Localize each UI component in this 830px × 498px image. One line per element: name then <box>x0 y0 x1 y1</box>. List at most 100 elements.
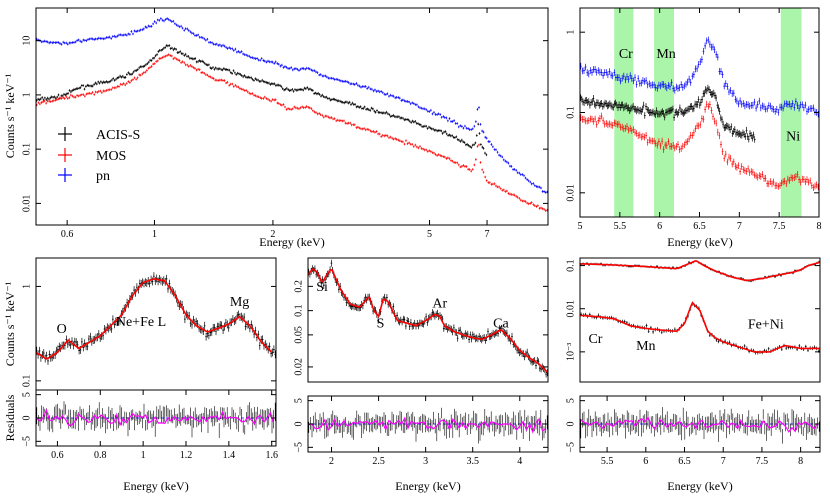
mid-resid-frame <box>307 395 549 453</box>
legend-item-pn: pn <box>58 168 110 184</box>
y-tick-label: 5 <box>21 392 32 397</box>
line-label-cr: Cr <box>588 332 602 347</box>
line-label-ca: Ca <box>493 316 509 331</box>
soft-fit-ylabel: Counts s⁻¹ keV⁻¹ <box>3 281 17 366</box>
x-tick-label: 8 <box>798 456 803 467</box>
broadband-xlabel: Energy (keV) <box>259 235 324 249</box>
x-tick-label: 1.2 <box>180 450 193 461</box>
y-tick-label: −5 <box>21 436 32 447</box>
residual-model <box>580 416 819 433</box>
soft-resid-ylabel: Residuals <box>3 394 17 441</box>
soft-band-fit-panel: O Ne+Fe L Mg 1 0.1 0.6 0.8 1 1.2 1.4 1.6 5 0 −5 Coun… <box>3 257 278 493</box>
hard-fit-frame <box>579 257 821 383</box>
y-tick-label: 0.05 <box>293 326 304 344</box>
x-tick-label: 2.5 <box>372 456 385 467</box>
y-tick-label: 0.02 <box>293 358 304 376</box>
y-tick-label: 1 <box>21 284 32 289</box>
y-tick-label: 0.1 <box>21 375 32 388</box>
upper-model <box>579 260 821 282</box>
soft-xlabel: Energy (keV) <box>123 479 188 493</box>
y-tick-label: 5 <box>293 398 304 403</box>
x-tick-label: 7 <box>737 221 742 232</box>
broadband-ylabel: Counts s⁻¹ keV⁻¹ <box>3 73 17 158</box>
x-tick-label: 5.5 <box>614 221 627 232</box>
legend-item-mos: MOS <box>58 148 126 164</box>
y-tick-label: 0 <box>21 416 32 421</box>
mid-xlabel: Energy (keV) <box>395 479 460 493</box>
band-label-cr: Cr <box>619 47 633 62</box>
series-acis-s <box>35 44 488 157</box>
y-tick-label: 0 <box>293 422 304 427</box>
x-tick-label: 1 <box>141 450 146 461</box>
legend: ACIS-S MOS pn <box>58 127 140 184</box>
x-tick-label: 1.4 <box>223 450 236 461</box>
y-tick-label: 0.1 <box>565 259 576 272</box>
y-tick-label: 0.01 <box>21 195 32 213</box>
residual-points <box>308 407 548 444</box>
series-mos <box>35 53 549 212</box>
y-tick-label: 0.1 <box>293 304 304 317</box>
hard-resid-frame <box>579 395 821 453</box>
iron-line-zoom-panel: Cr Mn Ni 5 5.5 6 6.5 7 7.5 8 1 0.1 0.01 Energy (keV) <box>565 7 822 249</box>
residual-model <box>308 416 546 434</box>
x-tick-label: 6 <box>657 221 662 232</box>
x-tick-label: 2 <box>329 456 334 467</box>
x-tick-label: 1.6 <box>265 450 278 461</box>
legend-label-pn: pn <box>96 169 110 184</box>
series-mos <box>579 100 820 191</box>
line-label-ne-fe-l: Ne+Fe L <box>116 315 166 330</box>
x-tick-label: 7.5 <box>756 456 769 467</box>
x-tick-label: 1 <box>152 229 157 240</box>
y-tick-label: 0.1 <box>565 106 576 119</box>
model-curve <box>579 301 820 353</box>
x-tick-label: 6 <box>643 456 648 467</box>
x-tick-label: 5.5 <box>601 456 614 467</box>
x-tick-label: 8 <box>817 221 822 232</box>
series-pn <box>579 36 820 118</box>
x-tick-label: 6.5 <box>678 456 691 467</box>
x-tick-label: 7.5 <box>773 221 786 232</box>
legend-label-mos: MOS <box>96 149 126 164</box>
line-label-s: S <box>377 316 385 331</box>
band-label-ni: Ni <box>786 129 800 144</box>
y-tick-label: 10 <box>21 36 32 46</box>
y-tick-label: 10⁻³ <box>565 343 576 361</box>
line-label-fe-ni: Fe+Ni <box>748 317 784 332</box>
x-tick-label: 0.8 <box>94 450 107 461</box>
x-tick-label: 2 <box>270 229 275 240</box>
y-tick-label: 0.1 <box>21 143 32 156</box>
series-acis-s <box>579 84 756 143</box>
line-label-si: Si <box>316 280 328 295</box>
y-tick-label: 0.2 <box>293 280 304 293</box>
x-tick-label: 0.6 <box>61 229 74 240</box>
line-label-mg: Mg <box>230 295 249 310</box>
x-tick-label: 3.5 <box>466 456 479 467</box>
hard-band-fit-panel: Cr Mn Fe+Ni 0.1 0.01 10⁻³ 5.5 6 6.5 7 7.5 8 5 0 −5 En… <box>565 257 821 493</box>
legend-item-acis: ACIS-S <box>58 127 140 143</box>
x-tick-label: 3 <box>423 456 428 467</box>
mid-fit-frame <box>307 257 549 383</box>
x-tick-label: 0.6 <box>51 450 64 461</box>
y-tick-label: −5 <box>293 442 304 453</box>
x-tick-label: 6.5 <box>693 221 706 232</box>
x-tick-label: 5 <box>578 221 583 232</box>
model-curve <box>307 268 549 374</box>
hard-xlabel: Energy (keV) <box>667 479 732 493</box>
model-curve <box>35 278 273 360</box>
mid-band-fit-panel: Si S Ar Ca 0.2 0.1 0.05 0.02 2 2.5 3 3.5 4 5 0 −5 Ener… <box>293 257 549 493</box>
y-tick-label: 5 <box>565 398 576 403</box>
series-pn <box>35 17 549 194</box>
residual-points <box>580 407 820 444</box>
iron-zoom-xlabel: Energy (keV) <box>667 235 732 249</box>
line-label-ar: Ar <box>432 296 447 311</box>
residual-model <box>36 408 275 427</box>
x-tick-label: 7 <box>485 229 490 240</box>
y-tick-label: 0.01 <box>565 184 576 202</box>
x-tick-label: 4 <box>517 456 522 467</box>
broadband-frame <box>35 7 549 226</box>
soft-resid-frame <box>35 389 277 447</box>
band-ni <box>780 8 802 217</box>
legend-label-acis: ACIS-S <box>96 128 140 143</box>
band-cr <box>614 8 634 217</box>
